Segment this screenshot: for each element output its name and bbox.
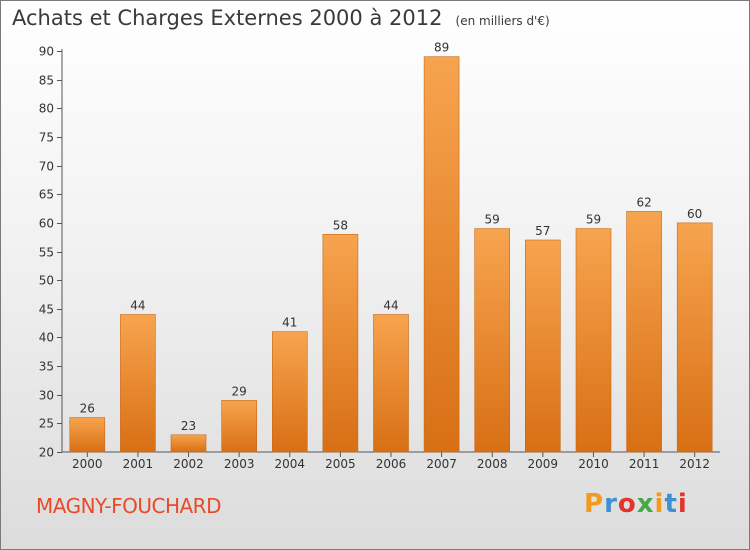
x-tick-label-2008: 2008 xyxy=(477,457,508,471)
y-tick-label: 55 xyxy=(39,246,54,260)
y-tick-label: 75 xyxy=(39,131,54,145)
bar-2000 xyxy=(69,417,106,453)
y-tick-label: 70 xyxy=(39,160,54,174)
bar-2007 xyxy=(423,56,460,453)
bar-2005 xyxy=(322,234,359,453)
bar-2010 xyxy=(575,228,612,453)
chart-subtitle: (en milliers d'€) xyxy=(455,14,550,28)
bar-2001 xyxy=(120,314,156,453)
y-tick-label: 50 xyxy=(39,274,54,288)
x-tick-label-2007: 2007 xyxy=(426,457,457,471)
bar-2003 xyxy=(221,400,257,453)
x-tick-label-2003: 2003 xyxy=(224,457,255,471)
data-label-2006: 44 xyxy=(383,299,398,313)
x-tick-label-2011: 2011 xyxy=(629,457,660,471)
data-label-2000: 26 xyxy=(80,402,95,416)
x-tick-label-2005: 2005 xyxy=(325,457,356,471)
data-label-2003: 29 xyxy=(232,384,247,398)
proxiti-logo: Proxiti xyxy=(584,489,688,519)
y-tick-label: 85 xyxy=(39,74,54,88)
data-label-2002: 23 xyxy=(181,419,196,433)
bar-2006 xyxy=(373,314,409,453)
bar-2008 xyxy=(474,228,511,453)
data-label-2001: 44 xyxy=(130,299,145,313)
x-tick-label-2002: 2002 xyxy=(173,457,204,471)
logo-letter: P xyxy=(584,489,605,519)
logo-letter: i xyxy=(677,489,688,519)
chart-title: Achats et Charges Externes 2000 à 2012 xyxy=(12,6,443,30)
data-label-2005: 58 xyxy=(333,218,348,232)
bar-2002 xyxy=(170,434,207,453)
y-tick-label: 45 xyxy=(39,303,54,317)
logo-letter: i xyxy=(654,489,665,519)
x-tick-label-2012: 2012 xyxy=(679,457,710,471)
commune-name: MAGNY-FOUCHARD xyxy=(36,494,221,518)
logo-letter: t xyxy=(664,489,678,519)
data-label-2009: 57 xyxy=(535,224,550,238)
data-label-2011: 62 xyxy=(636,195,651,209)
data-label-2007: 89 xyxy=(434,41,449,55)
y-tick-label: 20 xyxy=(39,446,54,460)
y-tick-label: 65 xyxy=(39,188,54,202)
chart-header: Achats et Charges Externes 2000 à 2012 (… xyxy=(12,6,550,30)
y-tick-label: 40 xyxy=(39,331,54,345)
x-tick-label-2000: 2000 xyxy=(72,457,103,471)
bar-2011 xyxy=(626,211,662,453)
x-tick-label-2001: 2001 xyxy=(123,457,154,471)
y-tick-label: 90 xyxy=(39,45,54,59)
data-label-2004: 41 xyxy=(282,316,297,330)
x-tick-label-2004: 2004 xyxy=(275,457,306,471)
logo-letter: x xyxy=(636,489,655,519)
bar-2009 xyxy=(524,239,561,453)
bar-2004 xyxy=(271,331,308,453)
y-tick-label: 60 xyxy=(39,217,54,231)
y-tick-label: 80 xyxy=(39,102,54,116)
data-label-2008: 59 xyxy=(485,213,500,227)
logo-letter: r xyxy=(604,489,618,519)
bar-2012 xyxy=(676,222,713,453)
data-label-2010: 59 xyxy=(586,213,601,227)
y-tick-label: 30 xyxy=(39,389,54,403)
x-tick-label-2009: 2009 xyxy=(528,457,559,471)
logo-letter: o xyxy=(617,489,637,519)
bars xyxy=(69,56,713,453)
data-label-2012: 60 xyxy=(687,207,702,221)
y-tick-label: 25 xyxy=(39,417,54,431)
data-labels: 26 44 23 29 41 58 44 89 59 57 59 62 60 xyxy=(80,41,703,433)
x-tick-label-2010: 2010 xyxy=(578,457,609,471)
x-tick-label-2006: 2006 xyxy=(376,457,407,471)
y-tick-label: 35 xyxy=(39,360,54,374)
